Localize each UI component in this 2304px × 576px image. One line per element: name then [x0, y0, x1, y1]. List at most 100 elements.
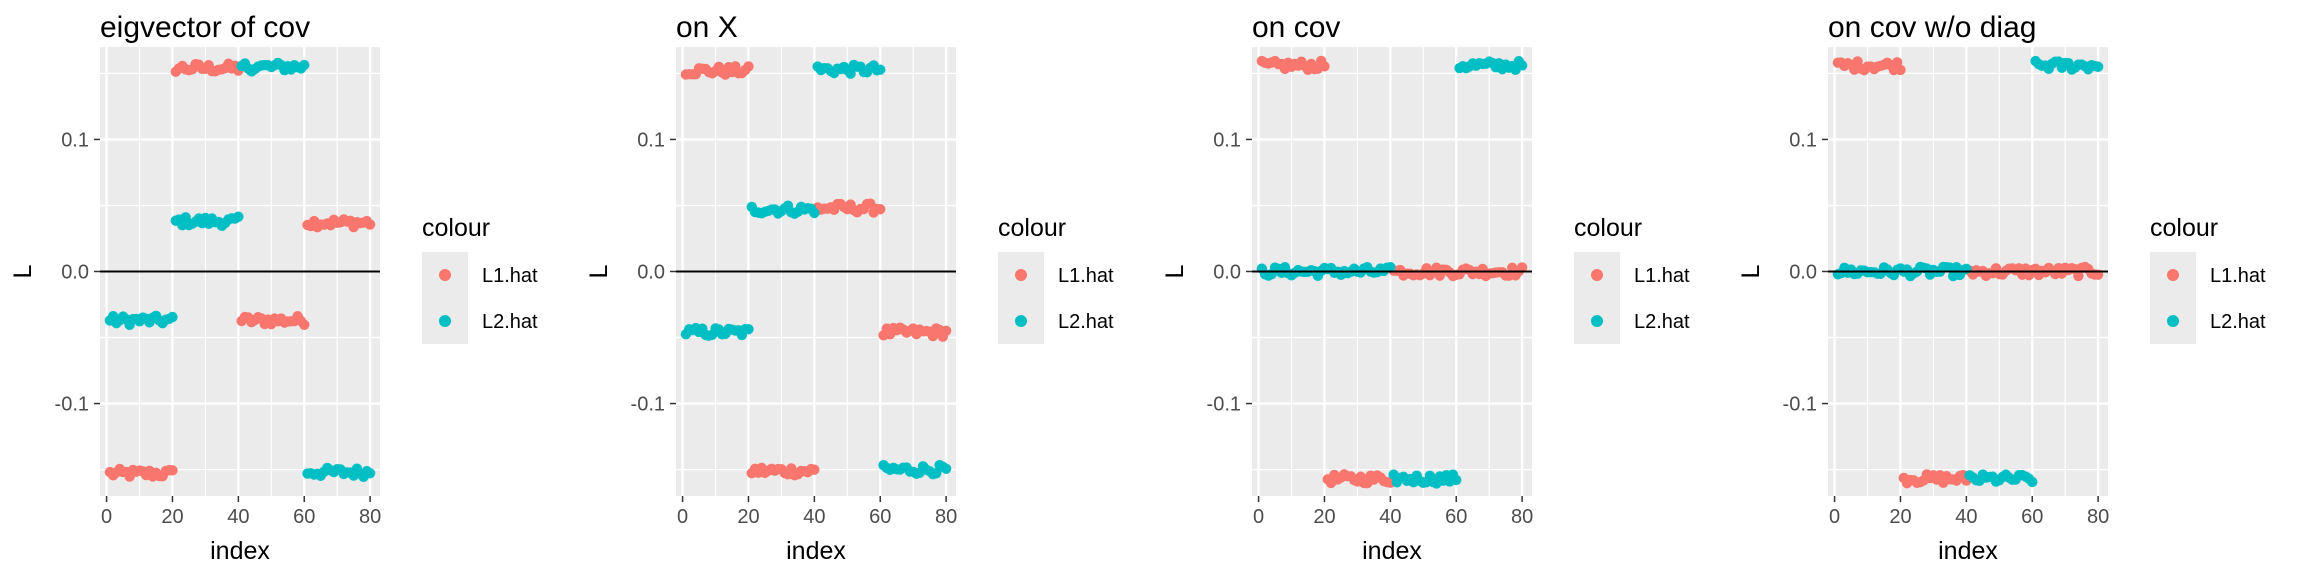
x-tick-label: 0 — [677, 506, 688, 528]
legend-title: colour — [998, 214, 1066, 242]
x-tick-label: 60 — [869, 506, 891, 528]
y-tick-label: 0.0 — [637, 262, 665, 284]
series-L2.hat — [104, 57, 376, 482]
x-tick-label: 40 — [803, 506, 825, 528]
series-L1.hat — [680, 61, 952, 481]
x-axis-title: index — [210, 537, 270, 565]
data-point — [931, 468, 942, 479]
data-point — [845, 68, 856, 79]
chart-title: on cov — [1252, 11, 1340, 44]
data-point — [299, 319, 310, 330]
series-L1.hat — [104, 58, 376, 482]
x-tick-label: 80 — [359, 506, 381, 528]
x-tick-label: 80 — [2087, 506, 2109, 528]
y-axis-title: L — [9, 264, 37, 278]
x-tick-label: 60 — [293, 506, 315, 528]
legend-key-point — [439, 315, 451, 327]
x-axis-title: index — [786, 537, 846, 565]
x-axis-title: index — [1938, 537, 1998, 565]
legend-title: colour — [2150, 214, 2218, 242]
legend-label: L2.hat — [482, 311, 538, 333]
legend-label: L1.hat — [1058, 265, 1114, 287]
x-tick-label: 0 — [1253, 506, 1264, 528]
series-L2.hat — [680, 59, 952, 480]
data-point — [1961, 263, 1972, 275]
y-tick-label: 0.1 — [61, 129, 89, 151]
y-tick-label: -0.1 — [1207, 394, 1241, 416]
legend: colour L1.hat L2.hat — [998, 214, 1114, 344]
x-tick-label: 60 — [2021, 506, 2043, 528]
y-tick-label: 0.0 — [1789, 262, 1817, 284]
chart-title: on cov w/o diag — [1828, 11, 2036, 44]
legend-title: colour — [1574, 214, 1642, 242]
data-point — [940, 325, 952, 337]
legend-label: L1.hat — [1634, 265, 1690, 287]
y-tick-label: 0.0 — [61, 262, 89, 284]
data-point — [1451, 474, 1462, 486]
x-axis-title: index — [1362, 537, 1422, 565]
legend-key-point — [439, 269, 451, 281]
legend: colour L1.hat L2.hat — [422, 214, 538, 344]
data-point — [1319, 61, 1330, 72]
series-L2.hat — [1832, 55, 2104, 488]
legend-label: L2.hat — [1058, 311, 1114, 333]
y-tick-label: -0.1 — [1783, 394, 1817, 416]
data-point — [2027, 476, 2038, 488]
legend-key-point — [1015, 269, 1027, 281]
x-tick-label: 0 — [101, 506, 112, 528]
legend-label: L2.hat — [1634, 311, 1690, 333]
x-tick-label: 80 — [935, 506, 957, 528]
data-point — [180, 212, 191, 223]
data-point — [1516, 60, 1528, 71]
data-point — [743, 324, 754, 335]
data-point — [809, 464, 820, 475]
data-point — [743, 61, 754, 72]
y-axis-title: L — [1737, 264, 1765, 278]
x-tick-label: 20 — [1889, 506, 1911, 528]
chart-title: on X — [676, 11, 738, 44]
y-tick-label: 0.1 — [637, 129, 665, 151]
x-tick-label: 20 — [737, 506, 759, 528]
data-point — [167, 465, 178, 476]
x-tick-label: 80 — [1511, 506, 1533, 528]
legend-key-point — [1591, 315, 1603, 327]
y-tick-label: 0.1 — [1213, 129, 1241, 151]
legend-key-point — [2167, 315, 2179, 327]
chart-panel-4: 0 20 40 60 80 -0.1 0.0 0.1 on cov w/o diag index L… — [1737, 11, 2266, 565]
x-tick-label: 40 — [1379, 506, 1401, 528]
data-point — [875, 204, 886, 215]
y-axis-title: L — [585, 264, 613, 278]
chart-panel-1: 0 20 40 60 80 -0.1 0.0 0.1 eigvector of cov index… — [9, 11, 538, 565]
legend-label: L1.hat — [2210, 265, 2266, 287]
y-tick-label: -0.1 — [55, 394, 89, 416]
x-tick-label: 40 — [1955, 506, 1977, 528]
data-point — [2092, 61, 2104, 72]
data-point — [167, 311, 178, 323]
data-point — [2073, 270, 2084, 282]
y-tick-label: 0.0 — [1213, 262, 1241, 284]
data-point — [364, 219, 376, 230]
data-point — [940, 463, 952, 474]
data-point — [809, 207, 820, 219]
legend-label: L2.hat — [2210, 311, 2266, 333]
legend: colour L1.hat L2.hat — [2150, 214, 2266, 344]
legend-key-point — [1591, 269, 1603, 281]
legend-title: colour — [422, 214, 490, 242]
x-tick-label: 0 — [1829, 506, 1840, 528]
legend-key-point — [1015, 315, 1027, 327]
y-tick-label: -0.1 — [631, 394, 665, 416]
x-tick-label: 20 — [161, 506, 183, 528]
chart-title: eigvector of cov — [100, 11, 310, 44]
data-point — [299, 59, 310, 71]
legend-key-point — [2167, 269, 2179, 281]
data-point — [1516, 262, 1528, 273]
x-tick-label: 20 — [1313, 506, 1335, 528]
data-point — [233, 211, 244, 222]
y-axis-title: L — [1161, 264, 1189, 278]
x-tick-label: 60 — [1445, 506, 1467, 528]
data-point — [875, 64, 886, 75]
data-point — [364, 468, 376, 479]
